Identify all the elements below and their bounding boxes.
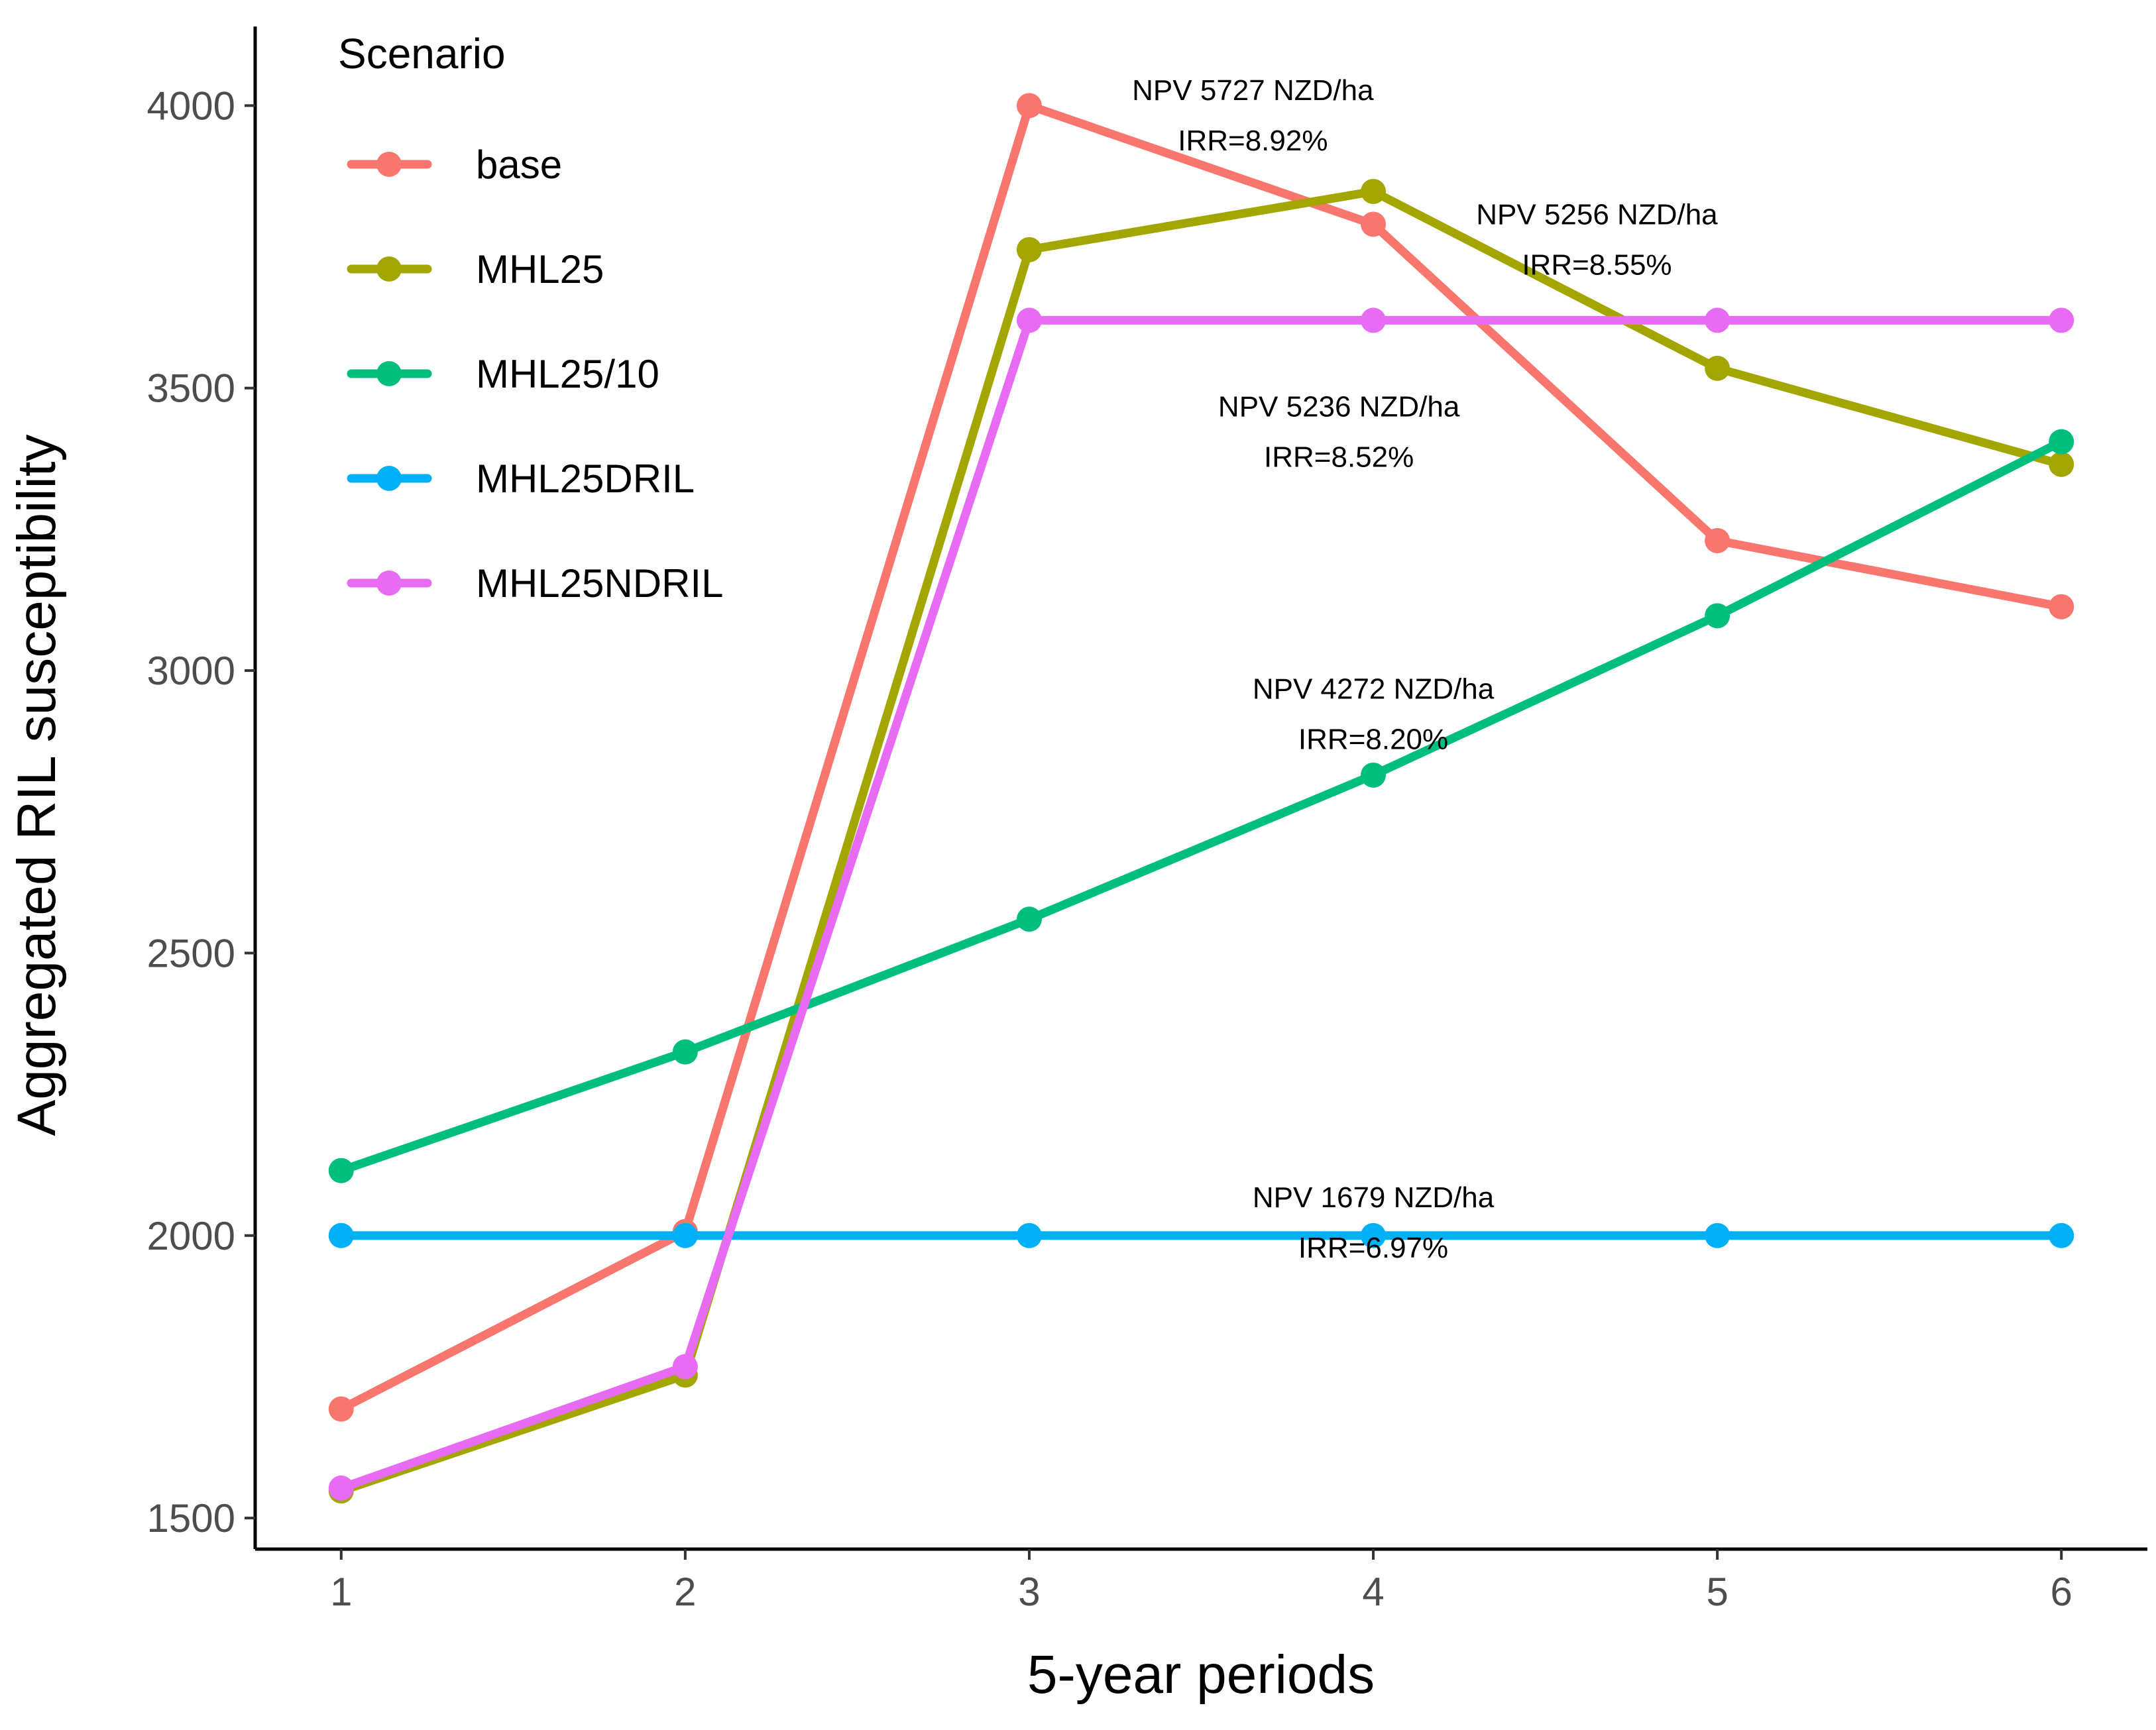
legend-title: Scenario [338, 30, 506, 78]
series-line [337, 187, 2066, 1495]
legend-key-point [376, 361, 402, 386]
x-tick-label: 4 [1362, 1570, 1384, 1614]
y-tick-label: 2500 [147, 931, 235, 975]
annotation-line: NPV 4272 NZD/ha [1253, 673, 1495, 706]
annotation-line: IRR=8.20% [1298, 724, 1448, 756]
data-point [2049, 307, 2074, 333]
annotation: NPV 5256 NZD/ha IRR=8.55% [1476, 198, 1718, 281]
data-point [1361, 307, 1387, 333]
data-point [1361, 211, 1387, 237]
data-point [1705, 307, 1730, 333]
data-point [672, 1039, 698, 1065]
data-point [328, 1396, 354, 1422]
legend-item: MHL25 [347, 247, 604, 292]
data-point [1361, 178, 1387, 204]
annotation: NPV 5727 NZD/ha IRR=8.92% [1132, 74, 1374, 157]
data-point [328, 1158, 354, 1183]
legend-key-point [376, 466, 402, 491]
data-point [1705, 1222, 1730, 1248]
data-point [1361, 1222, 1387, 1248]
legend-label: base [476, 142, 562, 187]
data-point [1361, 762, 1387, 788]
y-tick-label: 1500 [147, 1496, 235, 1541]
annotation-line: IRR=8.55% [1522, 248, 1672, 281]
legend-label: MHL25DRIL [476, 457, 695, 501]
y-axis-title: Aggregated RIL susceptibility [7, 435, 67, 1136]
data-point [328, 1475, 354, 1501]
legend-item: MHL25NDRIL [347, 561, 723, 606]
y-tick-label: 3000 [147, 649, 235, 693]
data-point [328, 1222, 354, 1248]
legend-label: MHL25NDRIL [476, 561, 723, 606]
legend-key-point [376, 152, 402, 177]
annotation: NPV 1679 NZD/ha IRR=6.97% [1253, 1181, 1495, 1264]
annotations: NPV 5727 NZD/ha IRR=8.92% NPV 5256 NZD/ha I… [1132, 74, 1718, 1264]
data-point [1016, 906, 1042, 932]
data-point [1705, 355, 1730, 381]
legend-label: MHL25 [476, 247, 604, 292]
annotation-line: NPV 1679 NZD/ha [1253, 1181, 1495, 1214]
annotation-line: IRR=8.52% [1264, 441, 1414, 473]
x-tick-label: 3 [1018, 1570, 1040, 1614]
data-point [672, 1354, 698, 1379]
legend-key-point [376, 256, 402, 282]
x-tick-label: 6 [2051, 1570, 2072, 1614]
axes: 1500 2000 2500 3000 3500 4000 1 2 3 4 5 6 [147, 27, 2147, 1614]
annotation-line: IRR=8.92% [1178, 125, 1328, 157]
x-tick-label: 2 [674, 1570, 696, 1614]
y-tick-label: 2000 [147, 1214, 235, 1258]
series-mhl25dril [328, 1222, 2074, 1248]
annotation-line: NPV 5727 NZD/ha [1132, 74, 1374, 107]
annotation: NPV 5236 NZD/ha IRR=8.52% [1218, 390, 1460, 473]
legend: Scenario base MHL25 MHL25/10 MHL25DRIL MHL25N… [338, 30, 723, 606]
data-point [2049, 1222, 2074, 1248]
data-point [1705, 603, 1730, 629]
data-point [1016, 237, 1042, 262]
legend-item: base [347, 142, 562, 187]
y-tick-label: 3500 [147, 366, 235, 411]
data-point [1016, 93, 1042, 119]
series-layer [328, 93, 2074, 1504]
y-tick-label: 4000 [147, 83, 235, 128]
series-line [337, 437, 2066, 1175]
annotation-line: NPV 5236 NZD/ha [1218, 390, 1460, 423]
data-point [2049, 451, 2074, 477]
annotation-line: IRR=6.97% [1298, 1232, 1448, 1264]
legend-key-point [376, 570, 402, 596]
x-tick-label: 5 [1706, 1570, 1728, 1614]
data-point [1016, 1222, 1042, 1248]
annotation-line: NPV 5256 NZD/ha [1476, 198, 1718, 231]
data-point [2049, 429, 2074, 455]
data-point [672, 1222, 698, 1248]
series-line [337, 315, 2066, 1493]
legend-label: MHL25/10 [476, 352, 659, 396]
data-point [1705, 527, 1730, 553]
series-line [337, 101, 2066, 1413]
annotation: NPV 4272 NZD/ha IRR=8.20% [1253, 673, 1495, 756]
series-base [328, 93, 2074, 1422]
legend-item: MHL25DRIL [347, 457, 695, 501]
series-mhl25ndril [328, 307, 2074, 1501]
series-mhl25-10 [328, 429, 2074, 1183]
x-tick-label: 1 [330, 1570, 352, 1614]
x-axis-title: 5-year periods [1027, 1645, 1375, 1705]
legend-item: MHL25/10 [347, 352, 659, 396]
data-point [1016, 307, 1042, 333]
data-point [2049, 594, 2074, 620]
